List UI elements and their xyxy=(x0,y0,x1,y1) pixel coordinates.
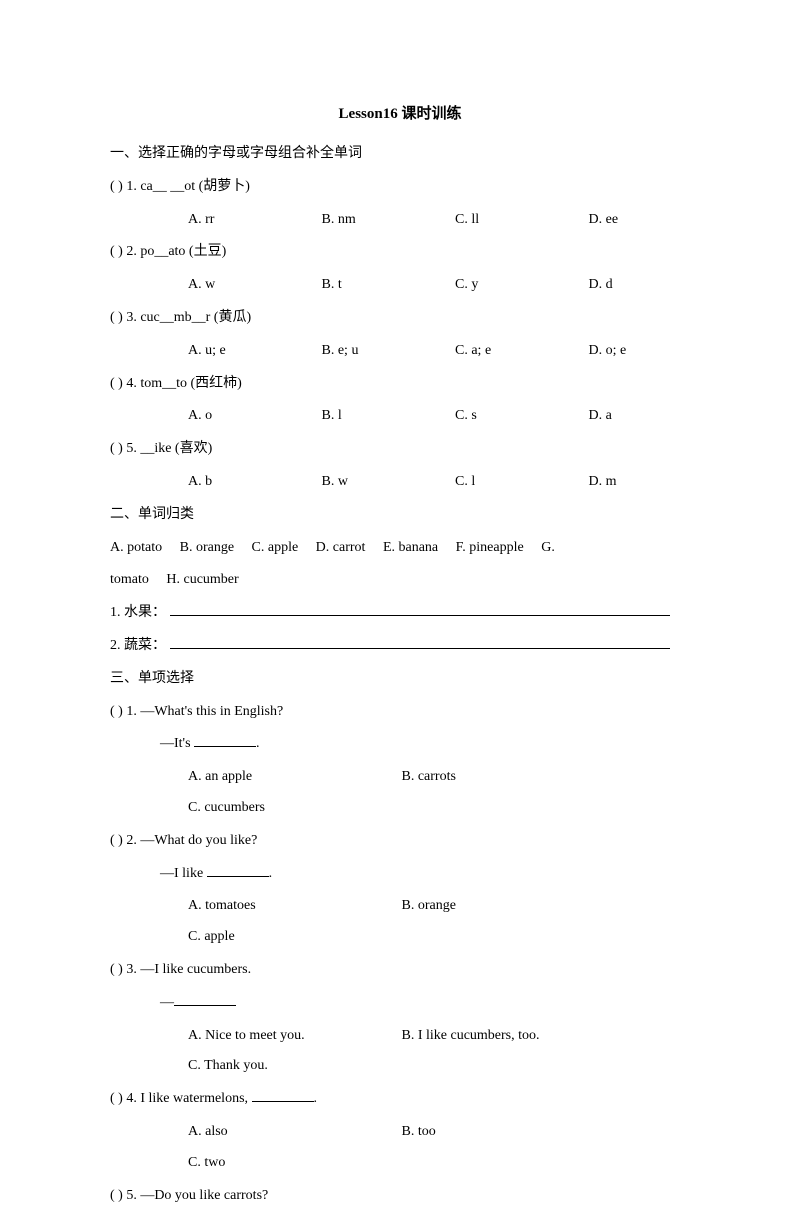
s1-q4-opt-a: A. o xyxy=(188,401,318,432)
s1-q3-opt-a: A. u; e xyxy=(188,336,318,367)
s3-q1-line1: ( ) 1. —What's this in English? xyxy=(110,697,690,728)
word-bank-line1: A. potato B. orange C. apple D. carrot E… xyxy=(110,533,690,564)
fill-fruit-label: 1. 水果： xyxy=(110,605,166,620)
s1-q4-opt-d: D. a xyxy=(589,401,689,432)
s3-q2-opt-b: B. orange xyxy=(402,891,612,922)
s1-q5-options: A. b B. w C. l D. m xyxy=(110,467,690,498)
s3-q4-options: A. also B. too C. two xyxy=(110,1117,690,1179)
s1-q1-opt-b: B. nm xyxy=(322,205,452,236)
s3-q3-options: A. Nice to meet you. B. I like cucumbers… xyxy=(110,1021,690,1083)
s3-q3-line1: ( ) 3. —I like cucumbers. xyxy=(110,955,690,986)
s3-q4-opt-a: A. also xyxy=(188,1117,398,1148)
s3-q4-opt-c: C. two xyxy=(188,1148,328,1179)
s3-q4-line1-prefix: ( ) 4. I like watermelons, xyxy=(110,1091,252,1106)
s3-q3-line2-text: — xyxy=(160,995,174,1010)
s1-q1-opt-a: A. rr xyxy=(188,205,318,236)
fill-vegetable: 2. 蔬菜： xyxy=(110,631,690,662)
s3-q2-line1: ( ) 2. —What do you like? xyxy=(110,826,690,857)
fill-vegetable-blank xyxy=(170,635,670,649)
s3-q2-opt-c: C. apple xyxy=(188,922,328,953)
s1-q3-opt-d: D. o; e xyxy=(589,336,689,367)
s3-q1-line2-suffix: . xyxy=(256,736,260,751)
s3-q2-blank xyxy=(207,863,269,877)
s1-q4-options: A. o B. l C. s D. a xyxy=(110,401,690,432)
s1-q3-opt-c: C. a; e xyxy=(455,336,585,367)
s3-q2-line2-prefix: —I like xyxy=(160,866,207,881)
s3-q3-opt-c: C. Thank you. xyxy=(188,1051,328,1082)
s3-q2-line2: —I like . xyxy=(110,859,690,890)
s3-q3-opt-a: A. Nice to meet you. xyxy=(188,1021,398,1052)
s1-q1-opt-c: C. ll xyxy=(455,205,585,236)
section3-header: 三、单项选择 xyxy=(110,664,690,695)
fill-fruit: 1. 水果： xyxy=(110,598,690,629)
s1-q2-opt-d: D. d xyxy=(589,270,689,301)
s1-q1-opt-d: D. ee xyxy=(589,205,689,236)
word-bank-line2: tomato H. cucumber xyxy=(110,565,690,596)
s1-q4-opt-c: C. s xyxy=(455,401,585,432)
s1-q2-opt-b: B. t xyxy=(322,270,452,301)
s1-q5-stem: ( ) 5. __ike (喜欢) xyxy=(110,434,690,465)
s3-q2-line2-suffix: . xyxy=(269,866,273,881)
s3-q4-opt-b: B. too xyxy=(402,1117,612,1148)
s1-q2-stem: ( ) 2. po__ato (土豆) xyxy=(110,237,690,268)
s3-q1-opt-b: B. carrots xyxy=(402,762,612,793)
s1-q2-options: A. w B. t C. y D. d xyxy=(110,270,690,301)
section1-header: 一、选择正确的字母或字母组合补全单词 xyxy=(110,139,690,170)
s1-q1-stem: ( ) 1. ca__ __ot (胡萝卜) xyxy=(110,172,690,203)
s3-q4-blank xyxy=(252,1088,314,1102)
s3-q1-opt-c: C. cucumbers xyxy=(188,793,328,824)
s3-q1-blank xyxy=(194,733,256,747)
s3-q3-blank xyxy=(174,992,236,1006)
s3-q3-opt-b: B. I like cucumbers, too. xyxy=(402,1021,612,1052)
section2-header: 二、单词归类 xyxy=(110,500,690,531)
fill-fruit-blank xyxy=(170,602,670,616)
s3-q5-line1: ( ) 5. —Do you like carrots? xyxy=(110,1181,690,1211)
s3-q2-options: A. tomatoes B. orange C. apple xyxy=(110,891,690,953)
s3-q1-line2-prefix: —It's xyxy=(160,736,194,751)
s3-q4-line1-suffix: . xyxy=(314,1091,318,1106)
s1-q2-opt-a: A. w xyxy=(188,270,318,301)
page-title: Lesson16 课时训练 xyxy=(110,98,690,131)
s1-q1-options: A. rr B. nm C. ll D. ee xyxy=(110,205,690,236)
s1-q3-stem: ( ) 3. cuc__mb__r (黄瓜) xyxy=(110,303,690,334)
s3-q1-opt-a: A. an apple xyxy=(188,762,398,793)
s1-q3-opt-b: B. e; u xyxy=(322,336,452,367)
s1-q3-options: A. u; e B. e; u C. a; e D. o; e xyxy=(110,336,690,367)
s3-q3-line2: — xyxy=(110,988,690,1019)
s1-q5-opt-c: C. l xyxy=(455,467,585,498)
s3-q2-opt-a: A. tomatoes xyxy=(188,891,398,922)
s1-q2-opt-c: C. y xyxy=(455,270,585,301)
s1-q4-stem: ( ) 4. tom__to (西红柿) xyxy=(110,369,690,400)
s1-q5-opt-d: D. m xyxy=(589,467,689,498)
s1-q5-opt-a: A. b xyxy=(188,467,318,498)
s3-q1-options: A. an apple B. carrots C. cucumbers xyxy=(110,762,690,824)
s1-q4-opt-b: B. l xyxy=(322,401,452,432)
s1-q5-opt-b: B. w xyxy=(322,467,452,498)
fill-vegetable-label: 2. 蔬菜： xyxy=(110,638,166,653)
s3-q4-line1: ( ) 4. I like watermelons, . xyxy=(110,1084,690,1115)
s3-q1-line2: —It's . xyxy=(110,729,690,760)
